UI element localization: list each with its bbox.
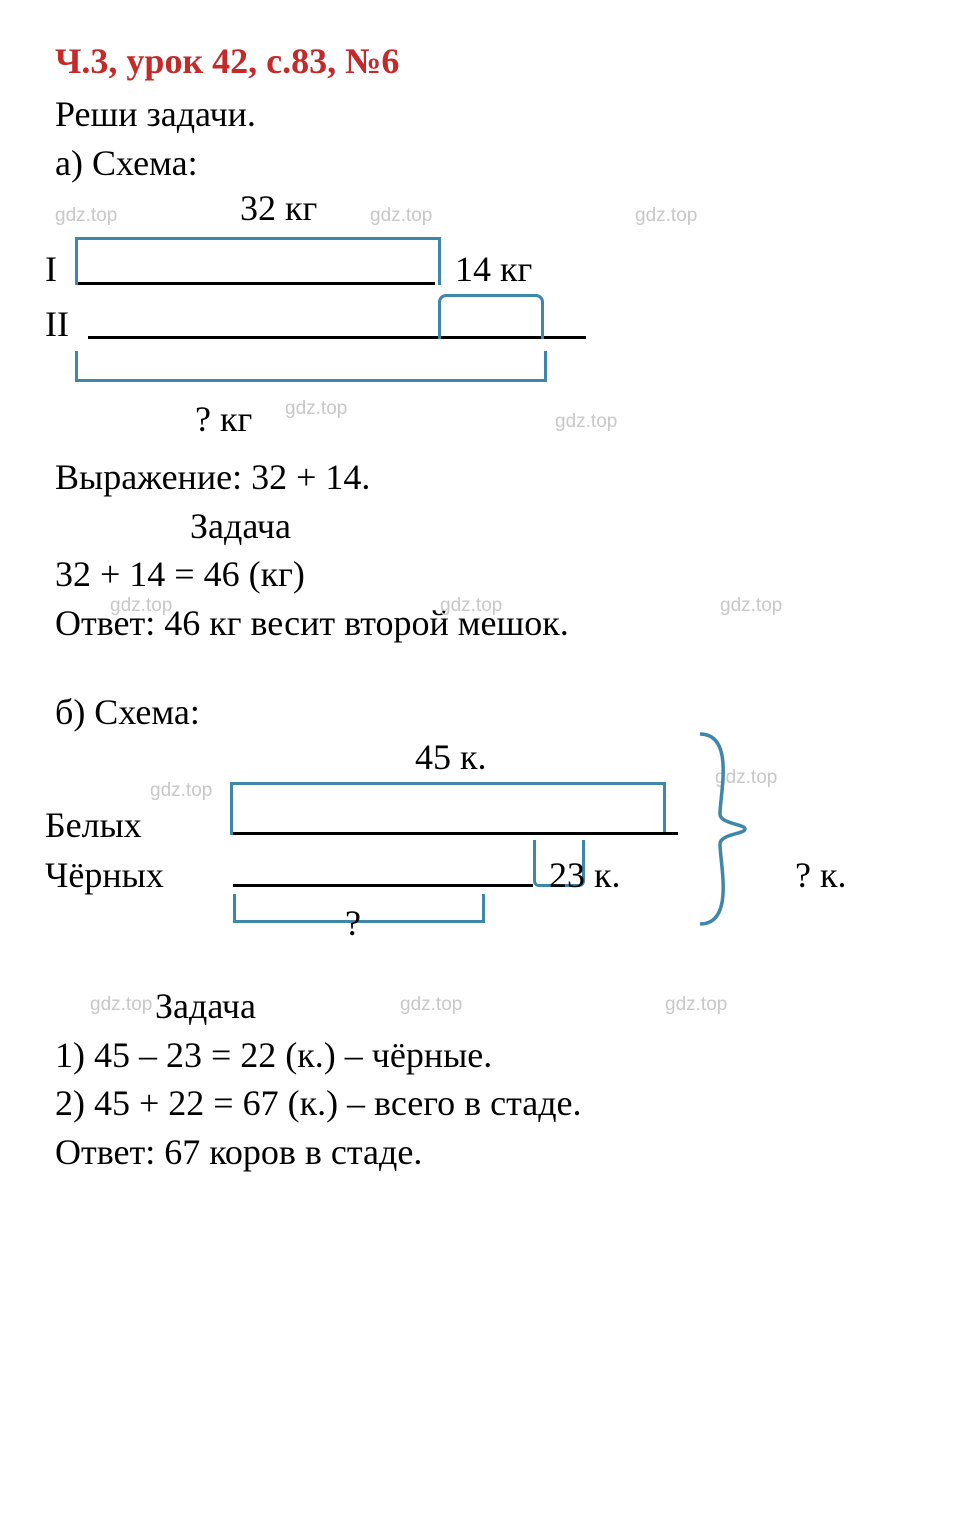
diagram-a-row1-bar [78, 282, 435, 285]
watermark: gdz.top [370, 205, 432, 227]
diagram-b-bottom-question: ? [345, 902, 361, 944]
watermark: gdz.top [635, 205, 697, 227]
page-title: Ч.3, урок 42, с.83, №6 [55, 40, 920, 82]
curly-brace-icon [690, 724, 760, 934]
part-b-step2: 2) 45 + 22 = 67 (к.) – всего в стаде. [55, 1079, 920, 1128]
watermark: gdz.top [665, 994, 727, 1016]
diagram-a-notch [438, 294, 544, 339]
part-a-expression: Выражение: 32 + 14. [55, 453, 920, 502]
part-b-label: б) Схема: [55, 688, 920, 737]
part-b-answer: Ответ: 67 коров в стаде. [55, 1128, 920, 1177]
prompt-text: Реши задачи. [55, 90, 920, 139]
diagram-b: 45 к. gdz.top gdz.top Белых Чёрных 23 к.… [55, 742, 925, 982]
watermark: gdz.top [400, 994, 462, 1016]
part-b-task-heading: Задача [55, 982, 920, 1031]
diagram-a-row2-label: II [45, 303, 69, 345]
part-a-calc: 32 + 14 = 46 (кг) [55, 550, 920, 599]
diagram-b-brace-label: ? к. [795, 854, 846, 896]
diagram-a-extra-14: 14 кг [455, 248, 532, 290]
watermark: gdz.top [285, 398, 347, 420]
diagram-b-diff-label: 23 к. [549, 854, 621, 896]
watermark: gdz.top [110, 595, 172, 617]
diagram-a-bracket-top [75, 237, 441, 285]
watermark: gdz.top [55, 205, 117, 227]
diagram-a-value-32: 32 кг [240, 187, 317, 229]
diagram-b-row1-bar [233, 832, 678, 835]
diagram-a-total-brace [75, 351, 547, 382]
diagram-b-top-bracket [230, 782, 666, 835]
diagram-b-row2-bar [233, 884, 533, 887]
answer-text: 67 коров в стаде. [164, 1132, 422, 1172]
diagram-b-row2-label: Чёрных [45, 854, 164, 896]
diagram-b-row1-label: Белых [45, 804, 142, 846]
watermark: gdz.top [150, 780, 212, 802]
diagram-a-total-label: ? кг [195, 398, 252, 440]
diagram-a-row1-label: I [45, 248, 57, 290]
watermark: gdz.top [720, 595, 782, 617]
answer-label: Ответ: [55, 1132, 164, 1172]
answer-text: 46 кг весит второй мешок. [164, 603, 569, 643]
expression-value: 32 + 14. [251, 457, 370, 497]
watermark: gdz.top [90, 994, 152, 1016]
part-b-step1: 1) 45 – 23 = 22 (к.) – чёрные. [55, 1031, 920, 1080]
watermark: gdz.top [555, 411, 617, 433]
part-a-task-heading: Задача [55, 502, 920, 551]
part-a-label: а) Схема: [55, 139, 920, 188]
diagram-a: gdz.top 32 кг gdz.top gdz.top I 14 кг II… [55, 193, 835, 453]
expression-label: Выражение: [55, 457, 251, 497]
diagram-b-top-value: 45 к. [415, 736, 487, 778]
watermark: gdz.top [440, 595, 502, 617]
